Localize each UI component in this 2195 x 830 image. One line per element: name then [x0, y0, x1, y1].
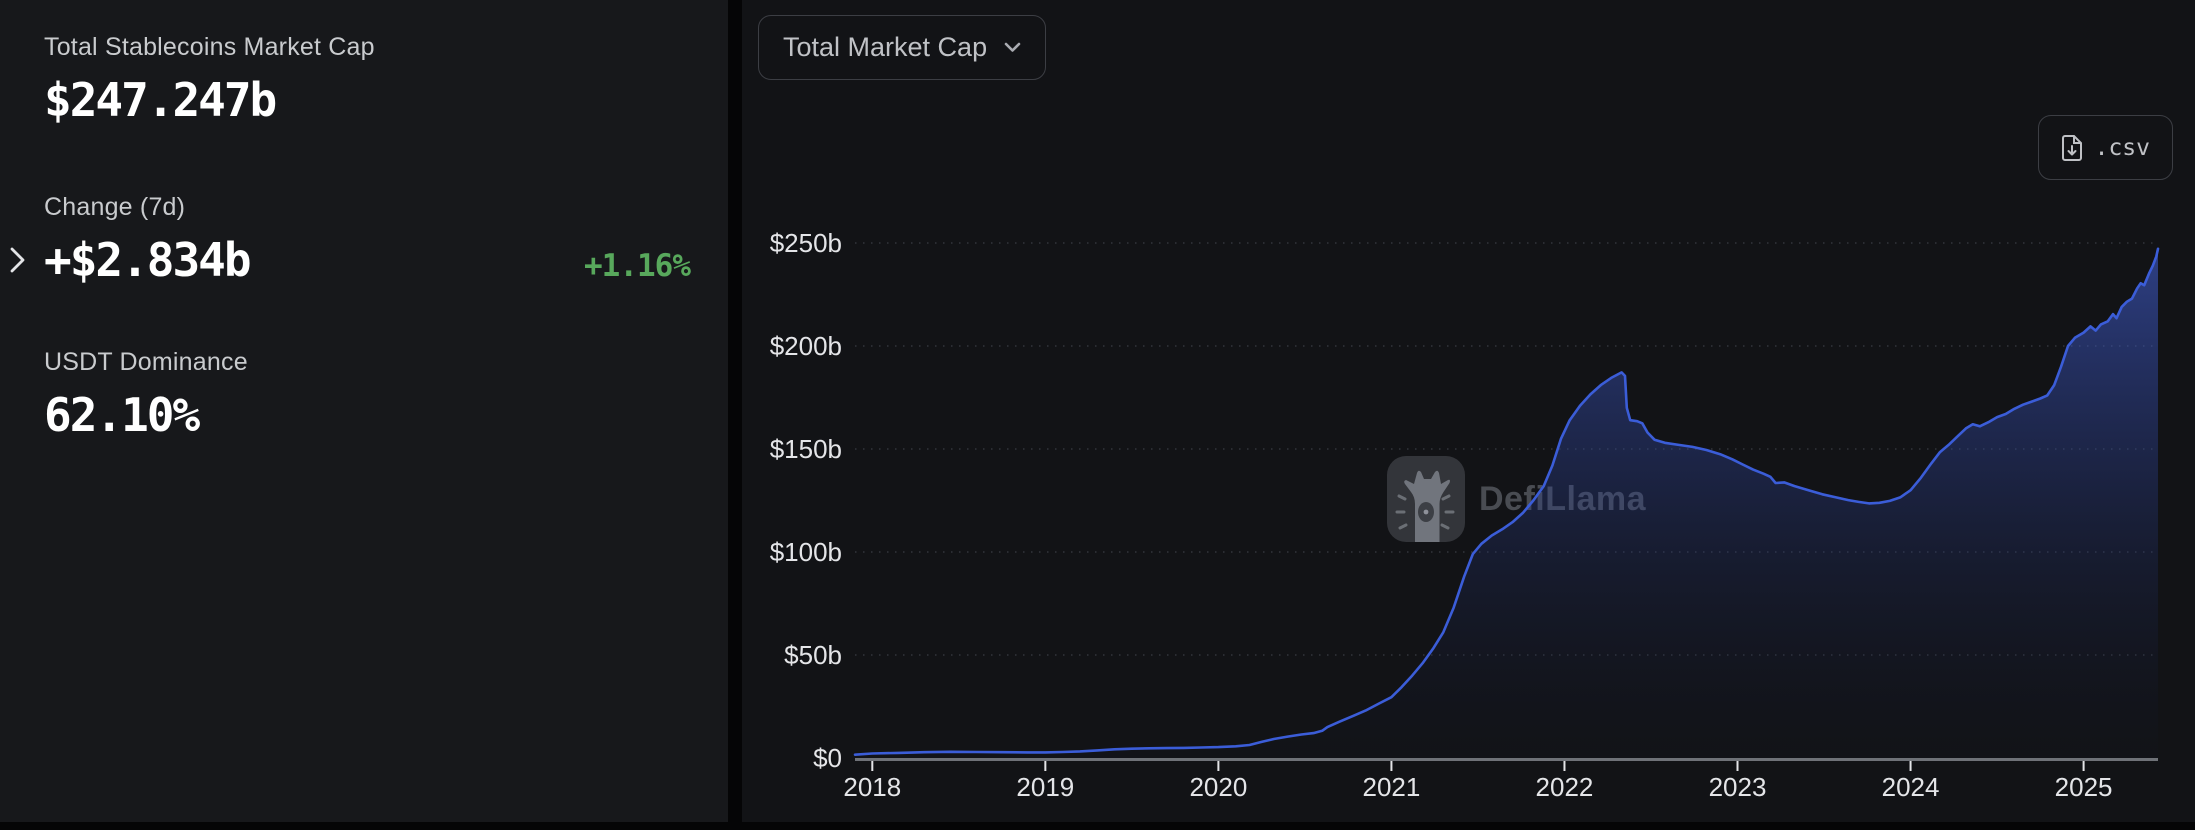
stat-label: USDT Dominance [44, 348, 248, 376]
chevron-down-icon [1004, 42, 1021, 52]
y-axis-label: $250b [770, 228, 842, 258]
stats-panel: Total Stablecoins Market Cap $247.247b C… [0, 0, 728, 822]
x-axis-label: 2025 [2055, 772, 2113, 802]
chart-type-dropdown-label: Total Market Cap [783, 32, 988, 62]
y-axis-label: $200b [770, 331, 842, 361]
csv-button-label: .csv [2094, 134, 2150, 161]
stat-value: 62.10% [44, 388, 200, 442]
x-axis-label: 2022 [1536, 772, 1594, 802]
y-axis-label: $100b [770, 537, 842, 567]
x-axis-label: 2021 [1363, 772, 1421, 802]
area-fill [855, 248, 2158, 759]
x-axis-label: 2020 [1189, 772, 1247, 802]
stat-change-7d: Change (7d) +$2.834b +1.16% [44, 193, 691, 287]
stat-label: Total Stablecoins Market Cap [44, 33, 375, 61]
x-axis-label: 2019 [1016, 772, 1074, 802]
stat-total-market-cap: Total Stablecoins Market Cap $247.247b [44, 33, 690, 127]
chart-type-dropdown[interactable]: Total Market Cap [758, 15, 1047, 80]
y-axis-label: $150b [770, 434, 842, 464]
expand-panel-chevron-icon[interactable] [7, 246, 29, 274]
x-axis-label: 2023 [1709, 772, 1767, 802]
market-cap-line [853, 247, 2160, 756]
stat-value: +$2.834b [44, 233, 252, 287]
x-axis-label: 2018 [843, 772, 901, 802]
download-csv-button[interactable]: .csv [2037, 115, 2173, 180]
stat-label: Change (7d) [44, 193, 186, 221]
y-axis-label: $0 [813, 743, 842, 773]
market-cap-area-chart[interactable]: $0 $50b $100b $150b $200b $250b 2018 2019 2020 20… [742, 0, 2195, 822]
stat-value: $247.247b [44, 73, 277, 127]
y-axis-label: $50b [784, 640, 842, 670]
download-file-icon [2061, 134, 2082, 161]
x-axis-label: 2024 [1882, 772, 1940, 802]
stat-percent-badge: +1.16% [584, 248, 691, 284]
chart-panel: Total Market Cap .csv [742, 0, 2195, 822]
stat-usdt-dominance: USDT Dominance 62.10% [44, 348, 690, 442]
